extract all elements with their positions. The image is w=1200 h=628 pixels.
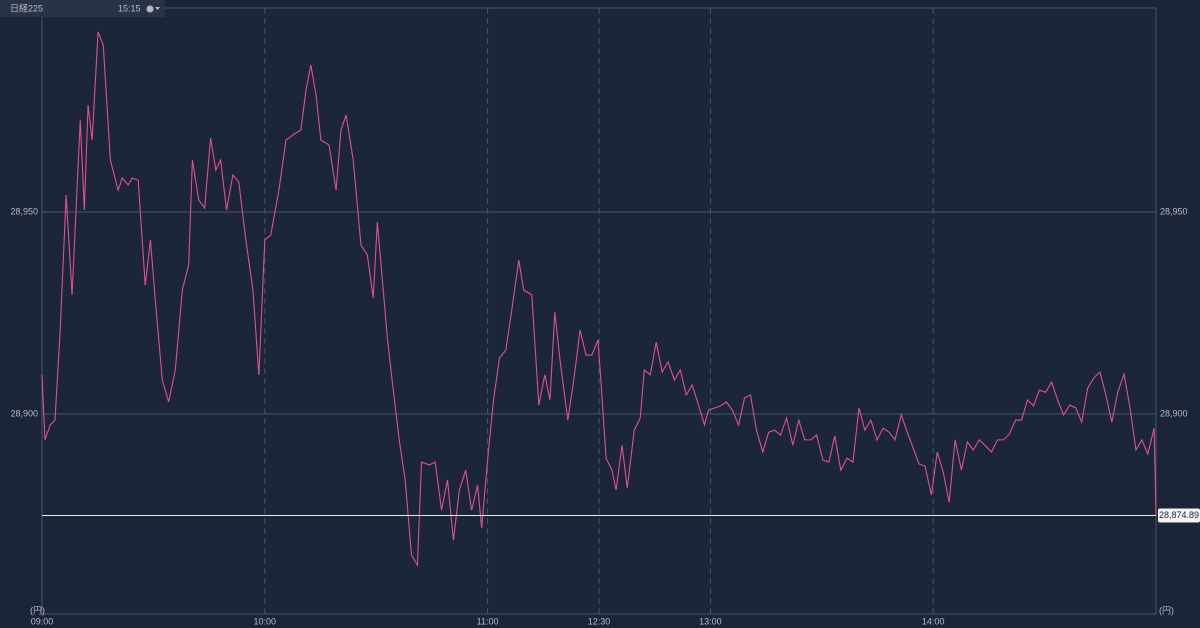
header-time: 15:15 bbox=[118, 3, 141, 13]
x-tick-label: 14:00 bbox=[922, 616, 945, 626]
dropdown-icon[interactable] bbox=[155, 7, 160, 10]
header-bar bbox=[0, 0, 165, 17]
last-price-label: 28,874.89 bbox=[1159, 510, 1199, 520]
price-line bbox=[41, 31, 1157, 568]
x-tick-label: 11:00 bbox=[477, 616, 499, 626]
y-tick-label: 28,900 bbox=[10, 408, 38, 418]
y-tick-label: 28,950 bbox=[10, 206, 38, 216]
x-tick-label: 13:00 bbox=[699, 616, 722, 626]
last-price-box bbox=[1158, 508, 1200, 523]
y-tick-label-right: 28,950 bbox=[1160, 206, 1188, 216]
chart-title: 日経225 bbox=[10, 2, 43, 13]
y-tick-label-right: 28,900 bbox=[1160, 408, 1188, 418]
x-tick-label: 10:00 bbox=[254, 616, 277, 626]
info-icon[interactable] bbox=[146, 5, 154, 13]
y-unit-right: (円) bbox=[1159, 605, 1174, 615]
x-tick-label: 09:00 bbox=[31, 616, 54, 626]
y-unit-left: (円) bbox=[30, 605, 45, 615]
x-tick-label: 12:30 bbox=[588, 616, 611, 626]
